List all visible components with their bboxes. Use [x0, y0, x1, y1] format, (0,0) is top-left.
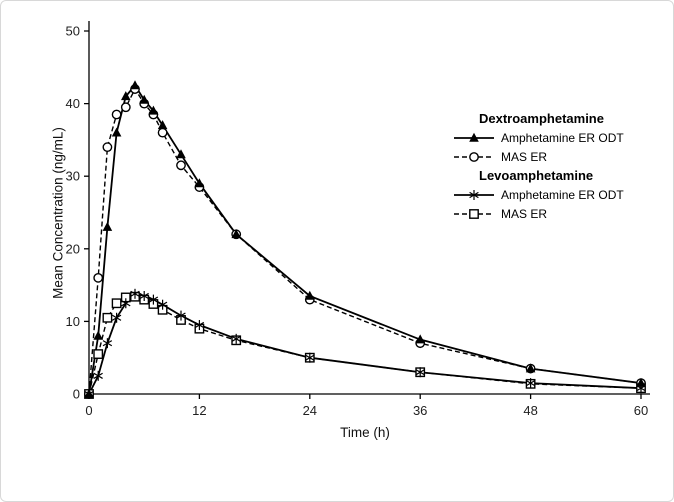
legend-item-levo-mas-er: MAS ER	[453, 204, 624, 223]
svg-text:0: 0	[85, 403, 92, 418]
legend-item-levo-amphetamine-er-odt: Amphetamine ER ODT	[453, 185, 624, 204]
x-axis-label: Time (h)	[340, 425, 390, 440]
legend: Dextroamphetamine Amphetamine ER ODT MAS…	[453, 109, 624, 223]
svg-text:60: 60	[634, 403, 648, 418]
legend-label: MAS ER	[501, 206, 548, 221]
open-square-dashed-line-icon	[454, 208, 494, 219]
filled-triangle-solid-line-icon	[454, 132, 494, 142]
svg-text:40: 40	[66, 96, 80, 111]
svg-text:50: 50	[66, 24, 80, 39]
legend-label: Amphetamine ER ODT	[501, 130, 624, 145]
svg-text:30: 30	[66, 169, 80, 184]
svg-text:10: 10	[66, 314, 80, 329]
svg-text:20: 20	[66, 241, 80, 256]
svg-text:0: 0	[73, 387, 80, 402]
legend-group-dextroamphetamine: Dextroamphetamine	[479, 111, 604, 126]
open-circle-dashed-line-icon	[454, 151, 494, 162]
svg-text:24: 24	[303, 403, 317, 418]
svg-text:36: 36	[413, 403, 427, 418]
legend-group-levoamphetamine: Levoamphetamine	[479, 168, 594, 183]
y-axis-label: Mean Concentration (ng/mL)	[50, 127, 66, 299]
svg-text:12: 12	[192, 403, 206, 418]
legend-label: Amphetamine ER ODT	[501, 187, 624, 202]
legend-item-dextro-amphetamine-er-odt: Amphetamine ER ODT	[453, 128, 624, 147]
asterisk-solid-line-icon	[454, 189, 494, 200]
legend-label: MAS ER	[501, 149, 548, 164]
legend-item-dextro-mas-er: MAS ER	[453, 147, 624, 166]
svg-text:48: 48	[523, 403, 537, 418]
